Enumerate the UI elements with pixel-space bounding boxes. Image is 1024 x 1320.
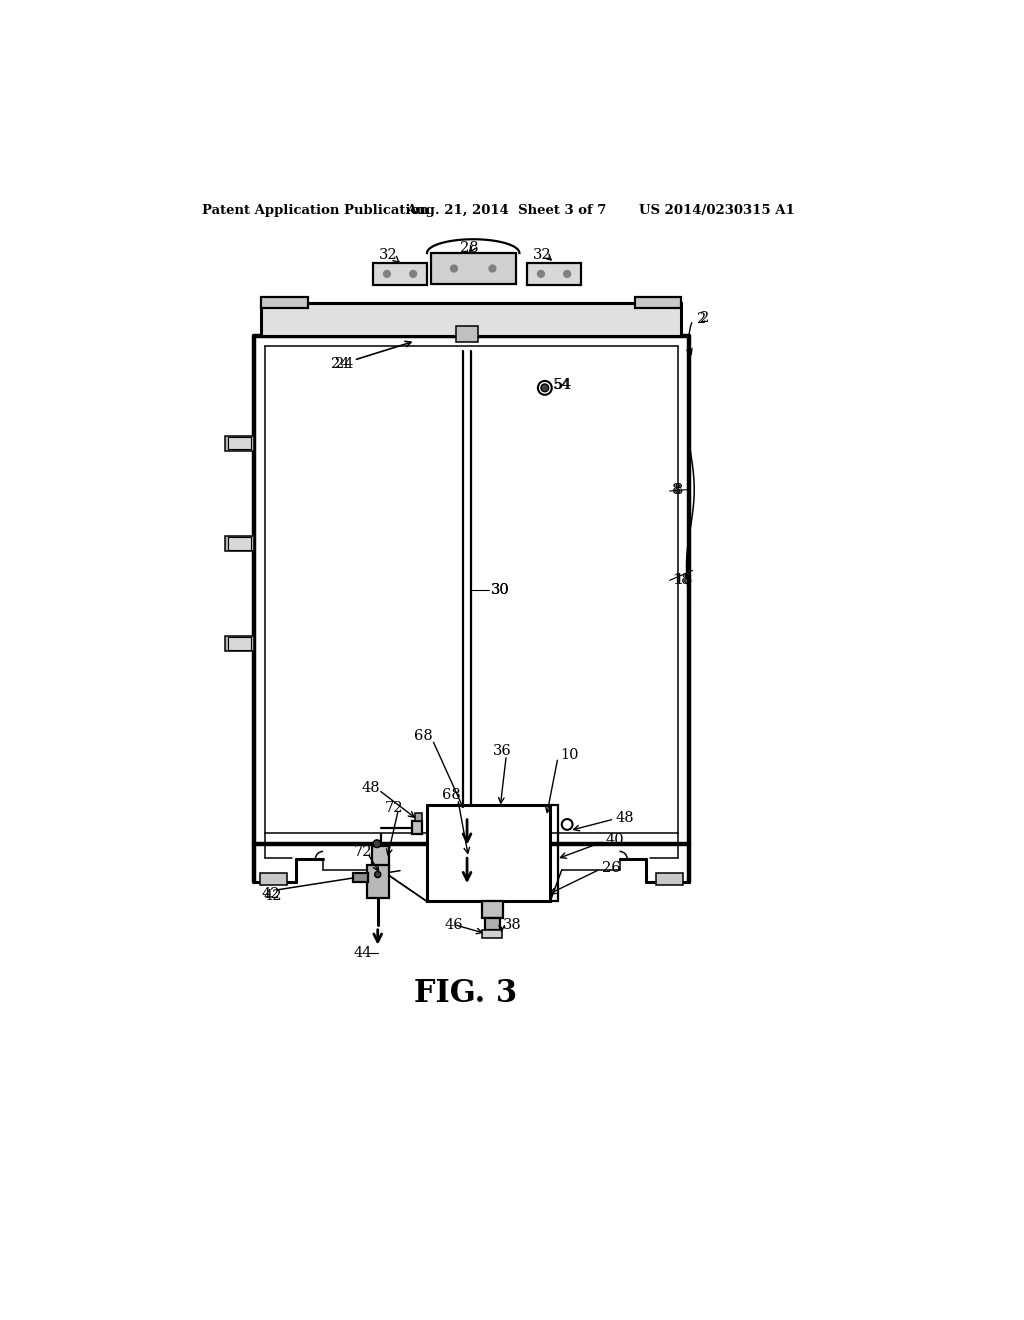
Bar [224,436,254,451]
Bar [431,253,515,284]
Text: 36: 36 [493,744,511,758]
Text: 24: 24 [331,356,349,371]
Text: 68: 68 [442,788,461,803]
Bar [260,873,287,886]
Text: 42: 42 [263,890,282,903]
Text: 54: 54 [553,378,571,392]
Bar [457,326,478,342]
Circle shape [375,871,381,878]
Text: 68: 68 [414,729,433,743]
Text: 32: 32 [532,248,551,263]
Text: 30: 30 [490,582,510,597]
Text: 48: 48 [615,810,634,825]
Circle shape [538,271,544,277]
Text: 30: 30 [490,582,510,597]
Bar [373,263,427,285]
Text: 24: 24 [335,356,353,371]
Bar [412,821,422,834]
Bar [227,437,251,450]
Bar [224,536,254,552]
Text: US 2014/0230315 A1: US 2014/0230315 A1 [639,205,795,218]
Text: 10: 10 [560,748,579,762]
Text: 42: 42 [261,887,280,900]
Text: 38: 38 [503,917,522,932]
Text: 72: 72 [385,800,403,814]
Bar [227,537,251,549]
Bar [481,902,503,919]
Bar [224,636,254,651]
Circle shape [541,384,549,392]
Bar [367,866,388,898]
Text: FIG. 3: FIG. 3 [414,978,517,1010]
Text: 72: 72 [354,845,373,859]
Text: 8: 8 [672,483,681,498]
Circle shape [564,271,570,277]
Text: 28: 28 [460,240,479,255]
Text: Patent Application Publication: Patent Application Publication [202,205,429,218]
Text: Aug. 21, 2014  Sheet 3 of 7: Aug. 21, 2014 Sheet 3 of 7 [407,205,606,218]
Text: 2: 2 [696,312,706,326]
Text: 32: 32 [379,248,397,263]
Bar [261,304,681,335]
Circle shape [451,265,457,272]
Bar [415,813,422,821]
Text: 18: 18 [672,573,690,586]
Text: 2: 2 [700,310,710,325]
Bar [372,846,388,867]
Bar [427,805,550,902]
Bar [484,919,500,929]
Text: 48: 48 [361,781,380,795]
Circle shape [410,271,416,277]
Text: 44: 44 [354,946,373,960]
Bar [635,297,681,308]
Bar [482,929,503,937]
Bar [655,873,683,886]
Circle shape [384,271,390,277]
Circle shape [373,840,381,847]
Circle shape [489,265,496,272]
Text: 18: 18 [674,573,692,587]
Text: 26: 26 [602,861,621,875]
Text: 40: 40 [605,833,625,847]
Bar [527,263,581,285]
Bar [227,638,251,649]
Text: 46: 46 [444,917,463,932]
Bar [261,297,307,308]
Text: 8: 8 [674,483,684,496]
Bar [353,873,369,882]
Text: 54: 54 [554,378,572,392]
